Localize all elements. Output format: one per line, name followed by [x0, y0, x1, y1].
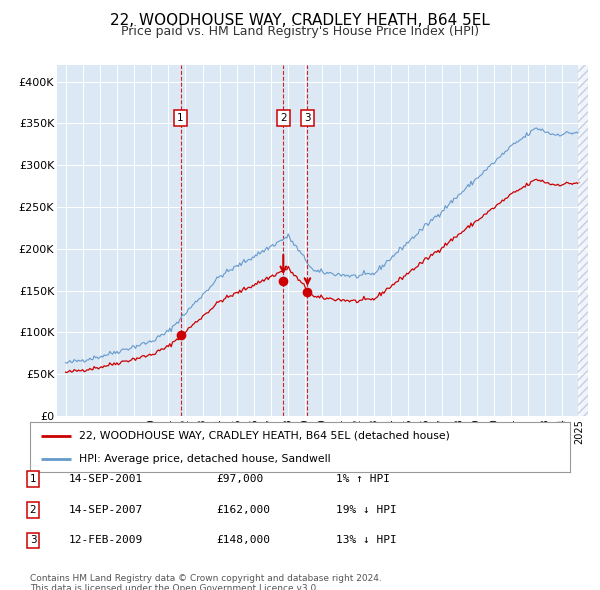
Text: Price paid vs. HM Land Registry's House Price Index (HPI): Price paid vs. HM Land Registry's House … [121, 25, 479, 38]
Text: 2: 2 [29, 505, 37, 514]
Text: 1: 1 [177, 113, 184, 123]
Text: £148,000: £148,000 [216, 536, 270, 545]
Text: 14-SEP-2001: 14-SEP-2001 [69, 474, 143, 484]
Text: Contains HM Land Registry data © Crown copyright and database right 2024.
This d: Contains HM Land Registry data © Crown c… [30, 574, 382, 590]
Bar [578, 65, 595, 416]
Text: £97,000: £97,000 [216, 474, 263, 484]
Text: 14-SEP-2007: 14-SEP-2007 [69, 505, 143, 514]
Text: 22, WOODHOUSE WAY, CRADLEY HEATH, B64 5EL: 22, WOODHOUSE WAY, CRADLEY HEATH, B64 5E… [110, 13, 490, 28]
Text: 3: 3 [29, 536, 37, 545]
Text: 2: 2 [280, 113, 287, 123]
Text: HPI: Average price, detached house, Sandwell: HPI: Average price, detached house, Sand… [79, 454, 330, 464]
Text: 1% ↑ HPI: 1% ↑ HPI [336, 474, 390, 484]
Text: 3: 3 [304, 113, 311, 123]
Text: 13% ↓ HPI: 13% ↓ HPI [336, 536, 397, 545]
Text: 19% ↓ HPI: 19% ↓ HPI [336, 505, 397, 514]
Text: 22, WOODHOUSE WAY, CRADLEY HEATH, B64 5EL (detached house): 22, WOODHOUSE WAY, CRADLEY HEATH, B64 5E… [79, 431, 449, 441]
Text: £162,000: £162,000 [216, 505, 270, 514]
Text: 1: 1 [29, 474, 37, 484]
Text: 12-FEB-2009: 12-FEB-2009 [69, 536, 143, 545]
